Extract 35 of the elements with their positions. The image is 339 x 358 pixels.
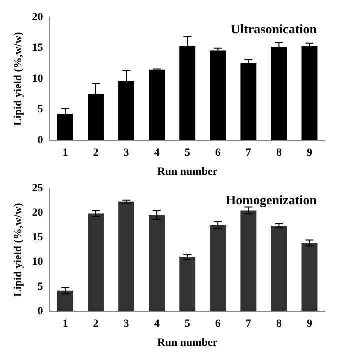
y-tick-label: 0 bbox=[38, 134, 44, 146]
x-tick-label: 1 bbox=[62, 318, 68, 330]
chart-title: Ultrasonication bbox=[231, 21, 318, 36]
x-tick-label: 7 bbox=[246, 147, 252, 160]
x-tick-label: 8 bbox=[276, 318, 282, 330]
chart-title: Homogenization bbox=[226, 192, 318, 208]
x-tick-label: 1 bbox=[62, 147, 68, 160]
x-axis-title: Run number bbox=[157, 337, 218, 350]
y-tick-label: 5 bbox=[38, 280, 44, 293]
x-axis-title: Run number bbox=[157, 166, 218, 178]
x-tick-label: 8 bbox=[276, 147, 282, 160]
x-tick-label: 6 bbox=[215, 318, 222, 330]
y-tick-label: 10 bbox=[32, 72, 44, 85]
x-tick-label: 5 bbox=[184, 147, 191, 160]
y-tick-label: 5 bbox=[38, 104, 44, 116]
y-axis-title: Lipid yield (%,w/w) bbox=[12, 202, 24, 298]
y-tick-label: 20 bbox=[32, 11, 44, 24]
x-tick-label: 3 bbox=[124, 147, 130, 160]
x-tick-label: 4 bbox=[154, 147, 160, 160]
y-tick-label: 10 bbox=[32, 256, 44, 268]
x-tick-label: 4 bbox=[154, 318, 160, 330]
x-tick-label: 2 bbox=[93, 147, 100, 160]
x-tick-label: 5 bbox=[184, 318, 191, 330]
y-tick-label: 25 bbox=[32, 182, 44, 194]
y-axis-title: Lipid yield (%,w/w) bbox=[12, 32, 24, 126]
x-tick-label: 9 bbox=[306, 147, 313, 160]
y-tick-label: 20 bbox=[32, 207, 44, 220]
x-tick-label: 9 bbox=[306, 318, 313, 330]
y-tick-label: 15 bbox=[32, 232, 44, 244]
x-tick-label: 7 bbox=[246, 318, 252, 330]
y-tick-label: 0 bbox=[38, 305, 44, 318]
x-tick-label: 3 bbox=[124, 318, 130, 330]
x-tick-label: 6 bbox=[215, 147, 222, 160]
x-tick-label: 2 bbox=[93, 318, 100, 330]
y-tick-label: 15 bbox=[32, 42, 44, 54]
